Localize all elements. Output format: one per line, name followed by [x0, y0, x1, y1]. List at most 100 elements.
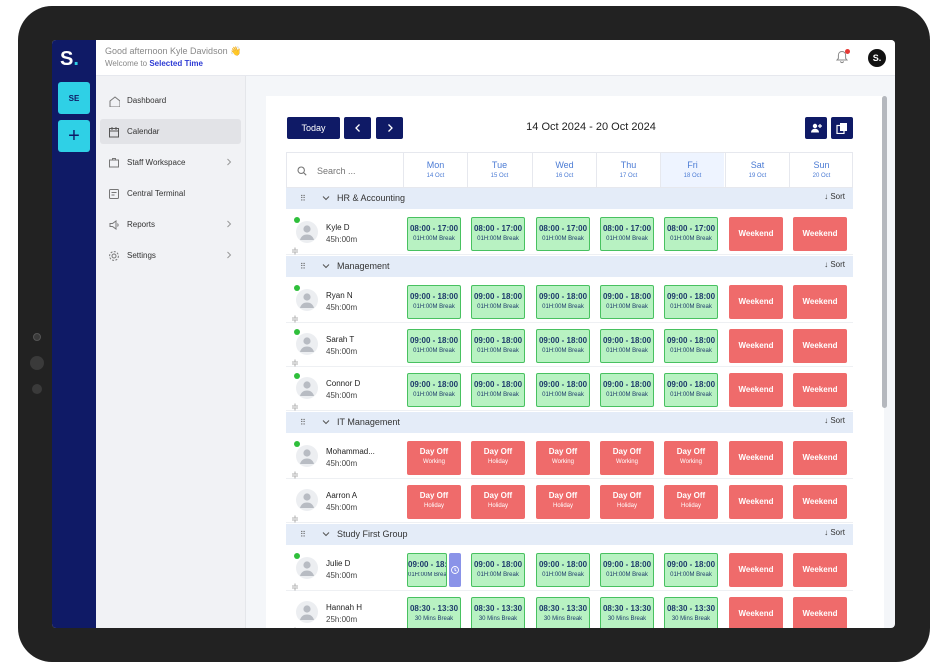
shift-cell[interactable]: 08:00 - 17:00 01H:00M Break	[536, 217, 590, 251]
weekend-cell[interactable]: Weekend	[793, 373, 847, 407]
scrollbar[interactable]	[882, 96, 887, 408]
day-header-wed[interactable]: Wed 16 Oct	[532, 153, 596, 187]
shift-cell[interactable]: 08:30 - 13:30 30 Mins Break	[471, 597, 525, 628]
shift-cell[interactable]: 09:00 - 18:00 01H:00M Break	[536, 373, 590, 407]
employee-cell[interactable]: Aarron A 45h:00m	[286, 479, 402, 523]
weekend-cell[interactable]: Weekend	[729, 285, 783, 319]
day-off-cell[interactable]: Day Off Holiday	[600, 485, 654, 519]
drag-handle-icon[interactable]: ⠿	[300, 262, 306, 271]
prev-week-button[interactable]	[344, 117, 371, 139]
weekend-cell[interactable]: Weekend	[729, 329, 783, 363]
drag-handle-icon[interactable]: ⠿	[300, 530, 306, 539]
day-off-cell[interactable]: Day Off Working	[664, 441, 718, 475]
today-button[interactable]: Today	[287, 117, 340, 139]
weekend-cell[interactable]: Weekend	[729, 553, 783, 587]
workspace-badge[interactable]: SE	[58, 82, 90, 114]
shift-cell[interactable]: 08:00 - 17:00 01H:00M Break	[664, 217, 718, 251]
chevron-down-icon[interactable]	[322, 530, 330, 538]
shift-cell[interactable]: 09:00 - 18:00 01H:00M Break	[664, 373, 718, 407]
sidebar-item-staff-workspace[interactable]: Staff Workspace	[100, 150, 241, 175]
day-off-cell[interactable]: Day Off Holiday	[471, 485, 525, 519]
shift-cell[interactable]: 09:00 - 18:00 01H:00M Break	[600, 553, 654, 587]
day-header-sat[interactable]: Sat 19 Oct	[725, 153, 789, 187]
next-week-button[interactable]	[376, 117, 403, 139]
search-input[interactable]	[317, 166, 395, 176]
shift-cell[interactable]: 09:00 - 18:00 01H:00M Break	[471, 373, 525, 407]
shift-cell[interactable]: 08:30 - 13:30 30 Mins Break	[407, 597, 461, 628]
shift-cell[interactable]: 09:00 - 18:00 01H:00M Break	[664, 329, 718, 363]
shift-cell[interactable]: 09:00 - 18:00 01H:00M Break	[407, 553, 447, 587]
add-workspace-button[interactable]: +	[58, 120, 90, 152]
shift-cell[interactable]: 09:00 - 18:00 01H:00M Break	[471, 553, 525, 587]
shift-cell[interactable]: 09:00 - 18:00 01H:00M Break	[664, 285, 718, 319]
copy-week-button[interactable]	[831, 117, 853, 139]
selected-time-link[interactable]: Selected Time	[149, 59, 203, 68]
day-off-cell[interactable]: Day Off Holiday	[664, 485, 718, 519]
employee-cell[interactable]: Connor D 45h:00m	[286, 367, 402, 411]
sort-button[interactable]: ↓ Sort	[824, 192, 845, 201]
weekend-cell[interactable]: Weekend	[729, 373, 783, 407]
sidebar-item-dashboard[interactable]: Dashboard	[100, 88, 241, 113]
sort-button[interactable]: ↓ Sort	[824, 416, 845, 425]
shift-cell[interactable]: 08:30 - 13:30 30 Mins Break	[664, 597, 718, 628]
shift-cell[interactable]: 09:00 - 18:00 01H:00M Break	[536, 553, 590, 587]
employee-cell[interactable]: Kyle D 45h:00m	[286, 211, 402, 255]
sidebar-item-calendar[interactable]: Calendar	[100, 119, 241, 144]
shift-cell[interactable]: 09:00 - 18:00 01H:00M Break	[600, 373, 654, 407]
shift-cell[interactable]: 09:00 - 18:00 01H:00M Break	[536, 285, 590, 319]
weekend-cell[interactable]: Weekend	[729, 441, 783, 475]
weekend-cell[interactable]: Weekend	[793, 217, 847, 251]
employee-cell[interactable]: Ryan N 45h:00m	[286, 279, 402, 323]
day-off-cell[interactable]: Day Off Holiday	[536, 485, 590, 519]
group-header[interactable]: ⠿ IT Management ↓ Sort	[286, 412, 853, 433]
day-header-tue[interactable]: Tue 15 Oct	[467, 153, 531, 187]
reorder-icon[interactable]	[291, 398, 299, 411]
weekend-cell[interactable]: Weekend	[793, 485, 847, 519]
sidebar-item-central-terminal[interactable]: Central Terminal	[100, 181, 241, 206]
chevron-down-icon[interactable]	[322, 418, 330, 426]
weekend-cell[interactable]: Weekend	[793, 441, 847, 475]
app-logo[interactable]: S.	[60, 48, 79, 70]
shift-cell[interactable]: 09:00 - 18:00 01H:00M Break	[471, 329, 525, 363]
chevron-down-icon[interactable]	[322, 262, 330, 270]
employee-cell[interactable]: Sarah T 45h:00m	[286, 323, 402, 367]
reorder-icon[interactable]	[291, 310, 299, 323]
add-staff-button[interactable]	[805, 117, 827, 139]
day-off-cell[interactable]: Day Off Holiday	[471, 441, 525, 475]
group-header[interactable]: ⠿ Management ↓ Sort	[286, 256, 853, 277]
shift-cell[interactable]: 08:30 - 13:30 30 Mins Break	[536, 597, 590, 628]
drag-handle-icon[interactable]: ⠿	[300, 194, 306, 203]
reorder-icon[interactable]	[291, 242, 299, 255]
shift-cell[interactable]: 08:00 - 17:00 01H:00M Break	[471, 217, 525, 251]
day-off-cell[interactable]: Day Off Working	[407, 441, 461, 475]
day-header-thu[interactable]: Thu 17 Oct	[596, 153, 660, 187]
day-header-fri[interactable]: Fri 18 Oct	[660, 153, 724, 187]
day-off-cell[interactable]: Day Off Holiday	[407, 485, 461, 519]
weekend-cell[interactable]: Weekend	[793, 285, 847, 319]
weekend-cell[interactable]: Weekend	[729, 597, 783, 628]
drag-handle-icon[interactable]: ⠿	[300, 418, 306, 427]
shift-cell[interactable]: 09:00 - 18:00 01H:00M Break	[600, 329, 654, 363]
weekend-cell[interactable]: Weekend	[793, 553, 847, 587]
reorder-icon[interactable]	[291, 578, 299, 591]
bell-icon[interactable]	[835, 50, 849, 64]
weekend-cell[interactable]: Weekend	[729, 217, 783, 251]
reorder-icon[interactable]	[291, 510, 299, 523]
employee-cell[interactable]: Julie D 45h:00m	[286, 547, 402, 591]
shift-cell[interactable]: 09:00 - 18:00 01H:00M Break	[407, 329, 461, 363]
shift-cell[interactable]: 09:00 - 18:00 01H:00M Break	[407, 285, 461, 319]
reorder-icon[interactable]	[291, 354, 299, 367]
shift-cell[interactable]: 08:00 - 17:00 01H:00M Break	[407, 217, 461, 251]
employee-cell[interactable]: Hannah H 25h:00m	[286, 591, 402, 628]
sidebar-item-reports[interactable]: Reports	[100, 212, 241, 237]
shift-cell[interactable]: 09:00 - 18:00 01H:00M Break	[600, 285, 654, 319]
group-header[interactable]: ⠿ Study First Group ↓ Sort	[286, 524, 853, 545]
day-header-sun[interactable]: Sun 20 Oct	[789, 153, 853, 187]
weekend-cell[interactable]: Weekend	[729, 485, 783, 519]
employee-cell[interactable]: Mohammad... 45h:00m	[286, 435, 402, 479]
user-avatar[interactable]: S.	[868, 49, 886, 67]
day-header-mon[interactable]: Mon 14 Oct	[403, 153, 467, 187]
shift-cell[interactable]: 09:00 - 18:00 01H:00M Break	[407, 373, 461, 407]
sort-button[interactable]: ↓ Sort	[824, 528, 845, 537]
reorder-icon[interactable]	[291, 622, 299, 628]
